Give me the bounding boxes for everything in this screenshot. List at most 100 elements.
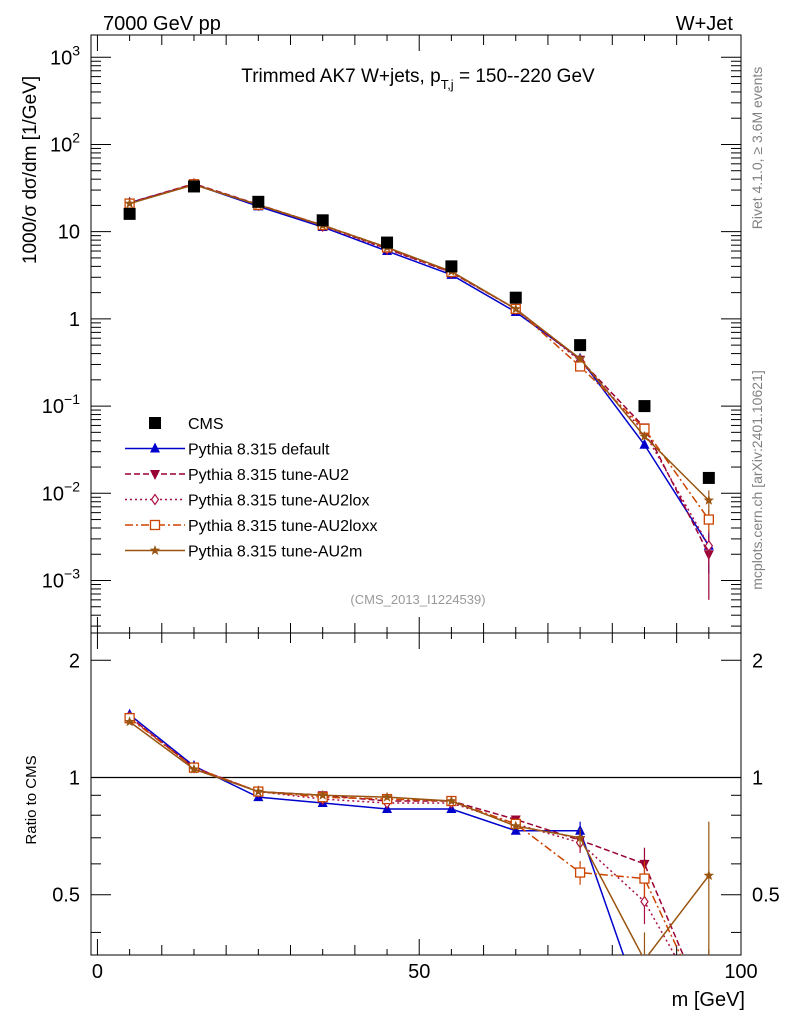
ratio-series-4 xyxy=(124,716,715,955)
y-tick-label: 1 xyxy=(69,309,80,331)
legend-marker xyxy=(150,493,160,506)
series-point xyxy=(639,438,650,449)
y-tick-mantissa: 10 xyxy=(42,570,64,592)
series-point xyxy=(704,539,714,552)
axis-ticks xyxy=(91,35,742,955)
series-0 xyxy=(124,178,714,574)
legend-entry: Pythia 8.315 default xyxy=(125,442,330,459)
rivet-label: Rivet 4.1.0, ≥ 3.6M events xyxy=(749,67,765,230)
ratio-y-tick-label-right: 2 xyxy=(752,650,763,672)
legend-entry: Pythia 8.315 tune-AU2m xyxy=(125,544,362,561)
ratio-series-layer xyxy=(124,708,715,955)
legend: CMS Pythia 8.315 default Pythia 8.315 tune… xyxy=(125,416,377,561)
series-point xyxy=(703,514,714,525)
series-point xyxy=(124,198,135,209)
data-point xyxy=(187,180,200,193)
data-point xyxy=(381,236,394,249)
ratio-series-line xyxy=(129,721,710,955)
legend-label: Pythia 8.315 tune-AU2lox xyxy=(188,493,369,510)
series-line xyxy=(129,183,710,501)
x-tick-label: 0 xyxy=(92,961,103,983)
ratio-point xyxy=(124,716,135,727)
data-point xyxy=(638,400,651,413)
y-tick-label: 10−1 xyxy=(42,391,80,418)
ratio-point xyxy=(510,820,521,831)
series-point xyxy=(574,361,586,372)
plot-frames xyxy=(90,34,742,956)
analysis-watermark: (CMS_2013_I1224539) xyxy=(350,592,485,607)
ratio-point xyxy=(253,786,264,797)
ratio-point xyxy=(574,832,586,843)
legend-label: Pythia 8.315 default xyxy=(188,442,330,459)
legend-marker xyxy=(149,417,161,429)
legend-label: Pythia 8.315 tune-AU2m xyxy=(188,544,362,561)
series-point xyxy=(574,353,586,364)
data-point xyxy=(123,207,136,220)
legend-entry: Pythia 8.315 tune-AU2loxx xyxy=(125,518,377,535)
ratio-y-tick-label-left: 1 xyxy=(69,767,80,789)
x-tick-label: 100 xyxy=(724,961,757,983)
ratio-y-tick-label-right: 0.5 xyxy=(752,885,780,907)
series-point xyxy=(703,494,715,505)
ratio-series-line xyxy=(129,714,625,955)
legend-marker xyxy=(149,545,161,555)
ratio-series-line xyxy=(129,717,682,955)
ratio-point xyxy=(640,895,649,908)
ratio-point xyxy=(317,789,328,800)
y-tick-label: 103 xyxy=(50,42,80,69)
series-point xyxy=(639,430,650,441)
ratio-point xyxy=(381,791,393,802)
y-tick-label: 10−2 xyxy=(42,478,80,505)
ratio-y-axis-label: Ratio to CMS xyxy=(23,755,40,844)
data-point xyxy=(316,214,329,227)
y-tick-exponent: −3 xyxy=(64,565,80,581)
legend-marker xyxy=(150,470,160,480)
ratio-point xyxy=(639,873,650,884)
y-tick-label: 10−3 xyxy=(42,565,80,592)
data-point xyxy=(509,291,522,304)
y-tick-mantissa: 10 xyxy=(42,396,64,418)
y-tick-mantissa: 10 xyxy=(42,483,64,505)
legend-entry: CMS xyxy=(149,416,224,433)
ratio-series-line xyxy=(129,716,685,955)
series-1 xyxy=(124,179,714,600)
data-point xyxy=(252,195,265,208)
y-tick-mantissa: 1 xyxy=(69,309,80,331)
ratio-point xyxy=(188,763,200,774)
ratio-point xyxy=(446,795,457,806)
series-4 xyxy=(124,179,715,514)
ratio-y-tick-label-left: 0.5 xyxy=(52,885,80,907)
data-point xyxy=(445,260,458,273)
mcplots-label: mcplots.cern.ch [arXiv:2401.10621] xyxy=(749,370,765,589)
y-tick-exponent: −1 xyxy=(64,391,80,407)
title-tail: = 150--220 GeV xyxy=(454,66,595,87)
ratio-y-tick-label-right: 1 xyxy=(752,767,763,789)
header-left: 7000 GeV pp xyxy=(103,13,221,35)
data-layer xyxy=(123,180,715,484)
legend-label: Pythia 8.315 tune-AU2 xyxy=(188,467,349,484)
legend-entry: Pythia 8.315 tune-AU2lox xyxy=(125,493,369,510)
series-point xyxy=(510,303,521,314)
chart-title: Trimmed AK7 W+jets, pT,j = 150--220 GeV xyxy=(241,66,595,92)
y-tick-mantissa: 10 xyxy=(50,47,72,69)
ratio-y-tick-label-left: 2 xyxy=(69,650,80,672)
y-tick-mantissa: 10 xyxy=(50,134,72,156)
x-axis-label: m [GeV] xyxy=(672,989,745,1011)
data-point xyxy=(574,339,587,352)
y-tick-mantissa: 10 xyxy=(58,222,80,244)
y-tick-label: 10 xyxy=(58,222,80,244)
y-tick-exponent: 2 xyxy=(72,129,80,145)
x-tick-label: 50 xyxy=(408,961,430,983)
legend-marker xyxy=(149,519,161,531)
y-tick-exponent: −2 xyxy=(64,478,80,494)
data-point xyxy=(702,471,715,484)
legend-entry: Pythia 8.315 tune-AU2 xyxy=(125,467,349,484)
ratio-plot-frame xyxy=(90,632,742,956)
legend-label: Pythia 8.315 tune-AU2loxx xyxy=(188,518,377,535)
title-subscript: T,j xyxy=(441,77,454,92)
title-main: Trimmed AK7 W+jets, p xyxy=(241,66,440,87)
y-tick-exponent: 3 xyxy=(72,42,80,58)
